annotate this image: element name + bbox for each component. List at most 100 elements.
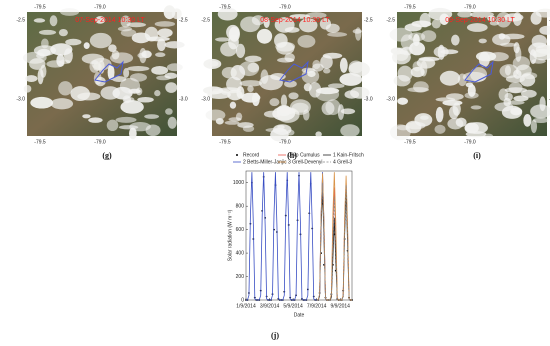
cloud — [487, 15, 496, 22]
cloud — [106, 119, 119, 131]
cloud — [521, 89, 537, 98]
cloud — [154, 21, 176, 27]
cloud — [118, 125, 139, 130]
cloud — [478, 51, 490, 68]
cloud — [523, 114, 532, 127]
cloud — [308, 82, 322, 98]
cloud — [277, 57, 295, 63]
cloud — [49, 15, 58, 27]
cloud — [530, 119, 538, 134]
lat-label: -2.5 — [364, 17, 373, 23]
x-tick-label: 5/9/2014 — [283, 303, 303, 309]
cloud — [107, 64, 115, 81]
cloud — [401, 46, 413, 56]
lat-label: -3.0 — [16, 96, 25, 102]
cloud — [221, 67, 237, 79]
cloud — [352, 29, 362, 34]
cloud — [404, 23, 422, 32]
cloud — [270, 128, 289, 142]
legend-label: 0 No Cumulus — [288, 152, 320, 158]
lon-label: -79.0 — [94, 4, 106, 10]
cloud — [350, 86, 370, 99]
cloud — [115, 116, 137, 123]
cloud — [218, 87, 242, 94]
y-tick-label: 600 — [236, 227, 245, 233]
map-title: 08-Sep-2014 10:30 LT — [260, 17, 330, 24]
legend-marker — [236, 154, 238, 156]
lon-label: -79.5 — [34, 139, 46, 145]
cloud — [25, 75, 38, 82]
cloud — [297, 35, 316, 48]
cloud — [325, 23, 340, 34]
cloud — [431, 19, 441, 29]
cloud — [435, 97, 456, 102]
cloud — [58, 81, 73, 96]
cloud — [239, 80, 263, 87]
cloud — [120, 100, 144, 114]
cloud — [137, 52, 146, 59]
cloud — [163, 5, 176, 20]
cloud — [389, 27, 413, 42]
cloud — [23, 84, 32, 93]
cloud — [457, 10, 473, 18]
cloud — [166, 63, 183, 72]
cloud — [83, 42, 90, 49]
cloud — [448, 105, 459, 120]
lon-label: -79.0 — [279, 4, 291, 10]
cloud — [38, 29, 57, 35]
lat-label: -2.5 — [16, 17, 25, 23]
lon-label: -79.0 — [94, 139, 106, 145]
cloud — [462, 71, 487, 83]
cloud — [510, 107, 523, 116]
lat-label: -3.0 — [179, 96, 188, 102]
legend-label: Record — [243, 152, 259, 158]
panel-label: (g) — [102, 151, 112, 160]
cloud — [340, 124, 360, 138]
legend-label: 1 Kain-Fritsch — [333, 152, 364, 158]
cloud — [419, 12, 431, 28]
lat-label: -3.0 — [386, 96, 395, 102]
lon-label: -79.5 — [404, 139, 416, 145]
cloud — [312, 59, 321, 70]
region-outline — [279, 60, 309, 83]
cloud — [434, 124, 446, 134]
cloud — [256, 28, 273, 44]
cloud — [532, 48, 550, 61]
cloud — [269, 98, 280, 107]
cloud — [146, 36, 170, 42]
cloud — [123, 68, 130, 78]
cloud — [315, 131, 322, 138]
lon-label: -79.5 — [219, 4, 231, 10]
map-panel: 09-Sep-2014 10:30 LT -79.5 -79.5 -79.0 -79.0… — [386, 4, 550, 160]
cloud — [203, 58, 222, 70]
cloud — [37, 68, 44, 85]
cloud — [270, 72, 286, 81]
cloud — [95, 16, 106, 24]
cloud — [217, 7, 238, 21]
region-outline — [464, 60, 494, 83]
cloud — [228, 117, 242, 122]
cloud — [467, 84, 476, 97]
legend-label: 4 Grell-3 — [333, 159, 352, 165]
x-tick-label: 9/9/2014 — [330, 303, 350, 309]
cloud — [56, 53, 65, 67]
cloud — [421, 30, 437, 42]
cloud — [224, 120, 240, 125]
cloud — [126, 22, 147, 28]
cloud — [305, 12, 327, 19]
panel-label: (i) — [473, 151, 481, 160]
cloud — [428, 7, 453, 21]
cloud — [244, 55, 262, 62]
cloud — [65, 38, 82, 46]
cloud — [407, 87, 429, 93]
cloud — [50, 98, 74, 110]
cloud — [247, 62, 260, 73]
cloud — [503, 97, 512, 107]
cloud — [397, 65, 413, 82]
cloud — [157, 28, 173, 38]
cloud — [496, 12, 512, 28]
cloud — [339, 57, 348, 73]
cloud — [451, 34, 460, 46]
cloud — [499, 64, 519, 79]
